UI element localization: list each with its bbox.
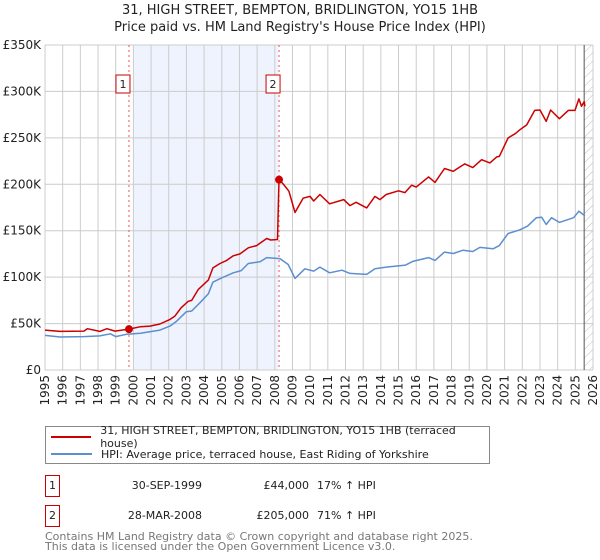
x-tick-label: 2025 <box>568 375 582 406</box>
transaction-hpi-change: 17% ↑ HPI <box>317 479 376 492</box>
x-tick-label: 2004 <box>197 375 211 406</box>
y-tick-label: £0 <box>26 363 41 377</box>
x-tick-label: 2008 <box>268 375 282 406</box>
transaction-hpi-change: 71% ↑ HPI <box>317 509 376 522</box>
footer-copyright: Contains HM Land Registry data © Crown c… <box>45 530 473 543</box>
x-tick-label: 2020 <box>480 375 494 406</box>
x-tick-label: 2013 <box>356 375 370 406</box>
x-tick-label: 1996 <box>56 375 70 406</box>
x-tick-label: 2014 <box>374 375 388 406</box>
x-tick-label: 2022 <box>515 375 529 406</box>
x-tick-label: 2016 <box>409 375 423 406</box>
legend-label-hpi: HPI: Average price, terraced house, East… <box>101 447 429 461</box>
x-tick-label: 2011 <box>321 375 335 406</box>
sale-point <box>275 175 284 184</box>
y-tick-label: £300K <box>3 84 43 98</box>
x-tick-label: 2006 <box>232 375 246 406</box>
x-tick-label: 1997 <box>73 375 87 406</box>
transaction-date: 30-SEP-1999 <box>131 479 202 492</box>
y-tick-label: £350K <box>3 38 43 52</box>
x-tick-label: 2003 <box>179 375 193 406</box>
sale-label-border <box>265 74 281 94</box>
transaction-price: £205,000 <box>256 509 310 522</box>
x-tick-label: 2026 <box>586 375 600 406</box>
sale-label-box: 2 <box>265 74 281 94</box>
transaction-date: 28-MAR-2008 <box>127 509 202 522</box>
shaded-period <box>133 45 279 370</box>
x-tick-label: 2002 <box>162 375 176 406</box>
property-series-line <box>44 98 586 333</box>
forecast-hatch <box>584 45 593 370</box>
x-tick-label: 2009 <box>285 375 299 406</box>
x-tick-label: 2023 <box>533 375 547 406</box>
footer-licence: This data is licensed under the Open Gov… <box>45 540 396 553</box>
footer: Contains HM Land Registry data © Crown c… <box>45 530 473 553</box>
x-tick-label: 2000 <box>126 375 140 406</box>
hpi-series-line <box>44 210 586 338</box>
legend-item-property: 31, HIGH STREET, BEMPTON, BRIDLINGTON, Y… <box>51 424 489 450</box>
y-tick-label: £150K <box>3 224 43 238</box>
transaction-number: 1 <box>45 475 60 497</box>
sale-label-box: 1 <box>115 74 131 94</box>
x-tick-label: 2007 <box>250 375 264 406</box>
sale-label-border <box>115 74 131 94</box>
price-chart: 1995 1996 1997 1998 1999 2000 2001 2002 2003 2004… <box>3 38 600 406</box>
legend-label-property: 31, HIGH STREET, BEMPTON, BRIDLINGTON, Y… <box>100 424 456 450</box>
legend-swatch-property <box>51 436 92 438</box>
chart-subtitle: Price paid vs. HM Land Registry's House … <box>114 20 486 35</box>
x-tick-label: 2012 <box>339 375 353 406</box>
transaction-price: £44,000 <box>263 479 310 492</box>
x-tick-label: 1998 <box>91 375 105 406</box>
legend-swatch-hpi <box>51 453 92 455</box>
x-tick-label: 2015 <box>392 375 406 406</box>
x-tick-label: 2010 <box>303 375 317 406</box>
y-tick-label: £100K <box>3 270 43 284</box>
x-tick-label: 2017 <box>427 375 441 406</box>
x-tick-label: 2005 <box>215 375 229 406</box>
legend: 31, HIGH STREET, BEMPTON, BRIDLINGTON, Y… <box>45 424 490 464</box>
x-tick-label: 2024 <box>551 375 565 406</box>
sale-label-text: 2 <box>270 78 277 91</box>
x-tick-label: 1999 <box>109 375 123 406</box>
x-tick-label: 2021 <box>498 375 512 406</box>
x-tick-label: 2018 <box>445 375 459 406</box>
chart-title: 31, HIGH STREET, BEMPTON, BRIDLINGTON, Y… <box>121 3 479 18</box>
y-tick-label: £250K <box>3 131 43 145</box>
y-tick-label: £200K <box>3 177 43 191</box>
sale-point <box>124 325 133 334</box>
transaction-number: 2 <box>45 505 60 527</box>
x-tick-label: 2019 <box>462 375 476 406</box>
x-tick-label: 2001 <box>144 375 158 406</box>
y-tick-label: £50K <box>10 317 42 331</box>
legend-item-hpi: HPI: Average price, terraced house, East… <box>51 446 429 462</box>
x-tick-label: 1995 <box>38 375 52 406</box>
sale-label-text: 1 <box>119 78 126 91</box>
